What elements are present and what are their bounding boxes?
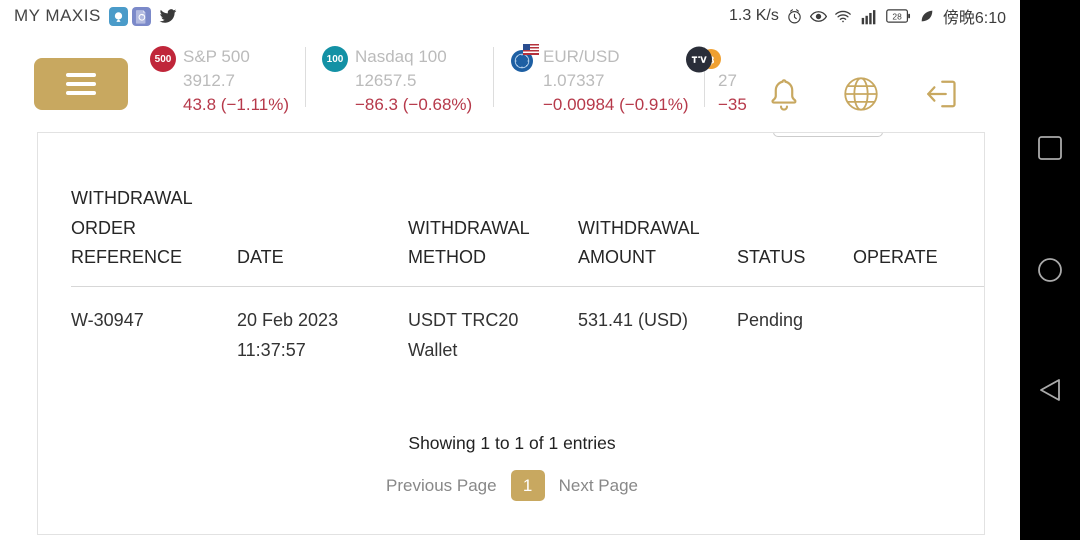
svg-text:28: 28	[892, 11, 902, 21]
